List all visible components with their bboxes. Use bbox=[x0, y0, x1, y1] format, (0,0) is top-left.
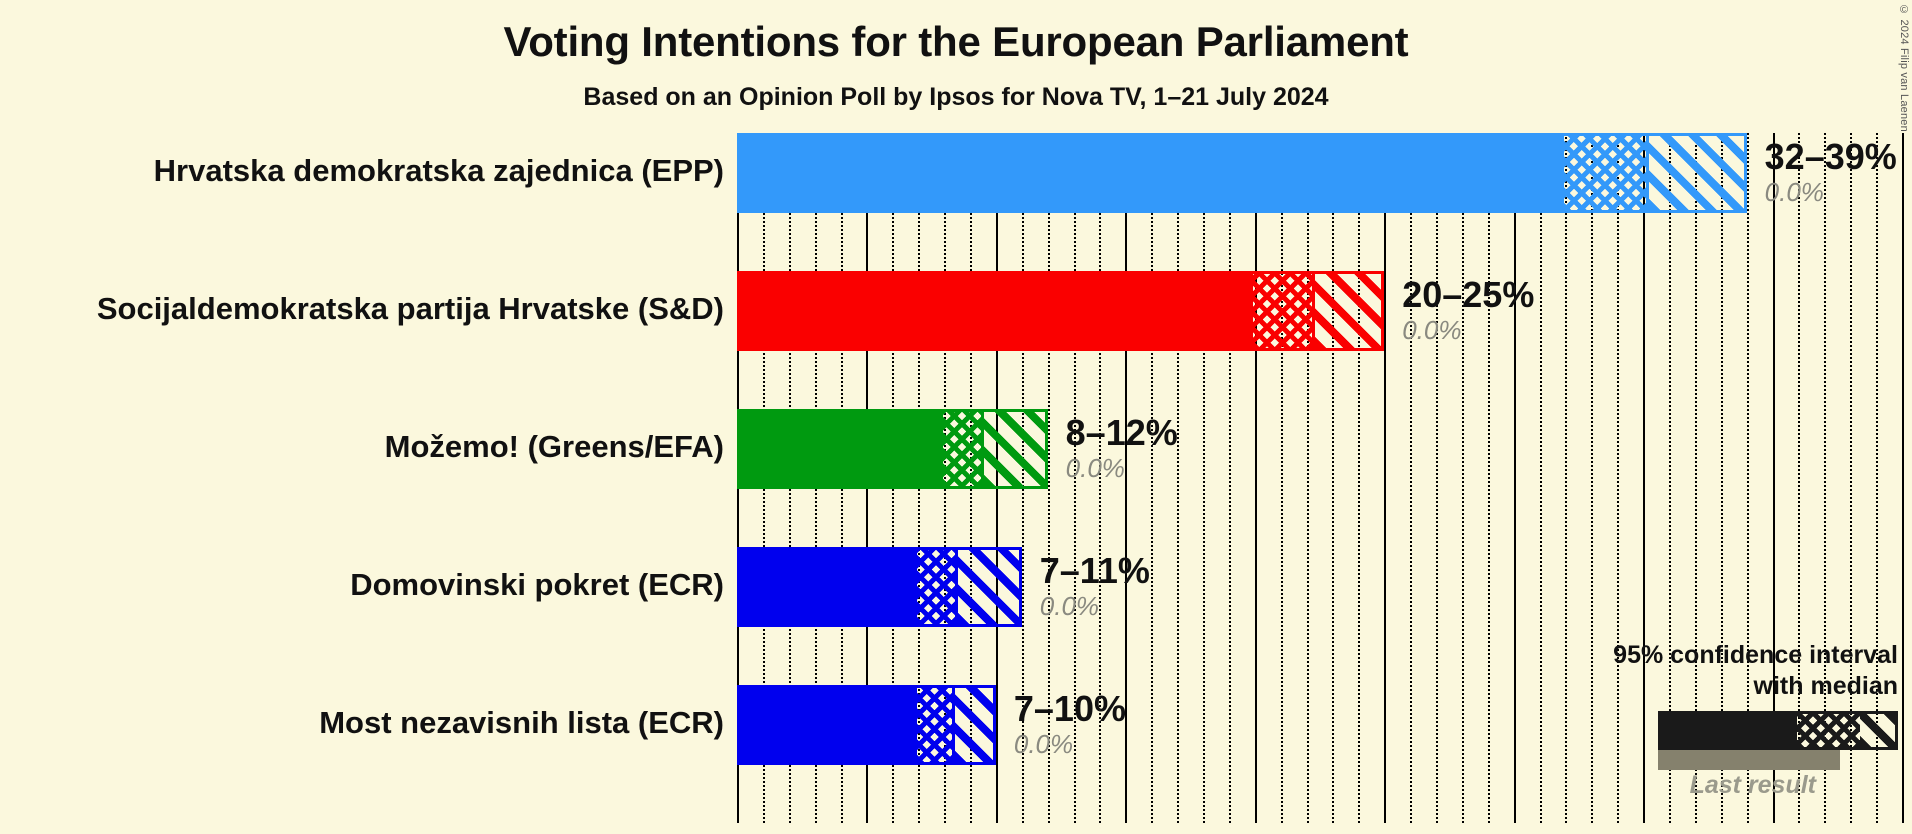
bar-range-label: 7–11% bbox=[1039, 550, 1150, 591]
bar-segment-upper-bound bbox=[1645, 136, 1744, 210]
gridline-minor bbox=[1746, 133, 1749, 823]
legend-last-result-label: Last result bbox=[1689, 771, 1816, 799]
gridline-minor bbox=[1876, 133, 1879, 823]
confidence-interval-bar[interactable] bbox=[737, 133, 1747, 213]
gridline-major bbox=[1513, 133, 1516, 823]
bar-range-label: 7–10% bbox=[1013, 688, 1126, 729]
gridline-minor bbox=[1591, 133, 1594, 823]
bar-range-label: 32–39% bbox=[1764, 136, 1897, 177]
bar-segment-median bbox=[1252, 274, 1312, 348]
bar-segment-median bbox=[1563, 136, 1646, 210]
category-label: Most nezavisnih lista (ECR) bbox=[319, 705, 724, 740]
bar-range-label: 20–25% bbox=[1402, 274, 1535, 315]
bar-row: 32–39% 0.0% bbox=[737, 133, 1902, 213]
gridline-minor bbox=[1436, 133, 1438, 823]
bar-segment-median bbox=[917, 550, 956, 624]
gridline-minor bbox=[1410, 133, 1413, 823]
bar-last-result-label: 0.0% bbox=[1402, 315, 1462, 345]
gridline-minor bbox=[1073, 133, 1076, 823]
confidence-interval-bar[interactable] bbox=[737, 547, 1022, 627]
chart-legend: 95% confidence interval with median Last… bbox=[1568, 640, 1898, 800]
gridline-minor bbox=[1047, 133, 1050, 823]
gridline-major bbox=[1643, 133, 1646, 823]
bar-segment-lower-bound bbox=[740, 550, 918, 624]
gridline-minor bbox=[1280, 133, 1283, 823]
bar-last-result-label: 0.0% bbox=[1764, 177, 1824, 207]
legend-swatch-interval bbox=[1661, 714, 1797, 747]
bar-row: 7–11% 0.0% bbox=[737, 547, 1902, 627]
gridline-minor bbox=[1824, 133, 1827, 823]
category-label: Možemo! (Greens/EFA) bbox=[384, 429, 724, 464]
bar-last-result-label: 0.0% bbox=[1013, 729, 1074, 759]
gridline-major bbox=[1125, 133, 1128, 823]
gridline-minor bbox=[1177, 133, 1180, 823]
bar-value-labels: 32–39% 0.0% bbox=[1764, 136, 1897, 208]
gridline-minor bbox=[1461, 133, 1464, 823]
bar-segment-upper-bound bbox=[955, 550, 1019, 624]
page-subtitle: Based on an Opinion Poll by Ipsos for No… bbox=[583, 83, 1329, 111]
legend-swatch-median bbox=[1796, 714, 1860, 747]
gridline-minor bbox=[1306, 133, 1309, 823]
gridline-minor bbox=[1850, 133, 1853, 823]
gridline-minor bbox=[1203, 133, 1205, 823]
bar-segment-median bbox=[916, 688, 953, 762]
bar-value-labels: 20–25% 0.0% bbox=[1402, 274, 1535, 346]
plot-area: 32–39% 0.0% 20–25% 0.0% 8–12% 0.0% 7–11% 0.0% 7–… bbox=[737, 133, 1904, 823]
bar-value-labels: 7–11% 0.0% bbox=[1039, 550, 1150, 622]
bar-segment-upper-bound bbox=[1311, 274, 1382, 348]
gridline-minor bbox=[1099, 133, 1102, 823]
bar-segment-upper-bound bbox=[952, 688, 993, 762]
gridline-minor bbox=[1669, 133, 1671, 823]
bar-last-result-label: 0.0% bbox=[1039, 591, 1100, 621]
bar-last-result-label: 0.0% bbox=[1065, 453, 1125, 483]
gridline-major bbox=[1902, 133, 1904, 823]
gridline-major bbox=[1772, 133, 1775, 823]
legend-swatch bbox=[1658, 711, 1898, 750]
page-title: Voting Intentions for the European Parli… bbox=[503, 18, 1409, 65]
bar-segment-median bbox=[943, 412, 982, 486]
bar-segment-lower-bound bbox=[740, 412, 944, 486]
confidence-interval-bar[interactable] bbox=[737, 409, 1048, 489]
bar-value-labels: 7–10% 0.0% bbox=[1013, 688, 1126, 760]
legend-title-line1: 95% confidence interval bbox=[1613, 641, 1898, 669]
category-label: Hrvatska demokratska zajednica (EPP) bbox=[153, 153, 724, 188]
gridline-minor bbox=[1798, 133, 1801, 823]
gridline-minor bbox=[1332, 133, 1335, 823]
gridline-minor bbox=[1617, 133, 1620, 823]
gridline-major bbox=[1254, 133, 1257, 823]
bar-row: 7–10% 0.0% bbox=[737, 685, 1902, 765]
gridline-minor bbox=[1565, 133, 1568, 823]
bar-row: 8–12% 0.0% bbox=[737, 409, 1902, 489]
gridline-minor bbox=[1720, 133, 1723, 823]
bar-segment-upper-bound bbox=[981, 412, 1045, 486]
bar-value-labels: 8–12% 0.0% bbox=[1065, 412, 1178, 484]
legend-swatch-upper bbox=[1859, 714, 1895, 747]
legend-title-line2: with median bbox=[1753, 672, 1898, 700]
bar-segment-lower-bound bbox=[740, 136, 1564, 210]
gridline-minor bbox=[1228, 133, 1231, 823]
bar-segment-lower-bound bbox=[740, 688, 917, 762]
bar-range-label: 8–12% bbox=[1065, 412, 1178, 453]
gridline-minor bbox=[1151, 133, 1154, 823]
confidence-interval-bar[interactable] bbox=[737, 271, 1385, 351]
bar-row: 20–25% 0.0% bbox=[737, 271, 1902, 351]
copyright-notice: © 2024 Filip van Laenen bbox=[1898, 4, 1910, 132]
gridline-minor bbox=[1358, 133, 1361, 823]
gridline-major bbox=[1384, 133, 1387, 823]
legend-last-result-swatch bbox=[1658, 750, 1840, 770]
gridline-minor bbox=[1694, 133, 1697, 823]
gridline-minor bbox=[1487, 133, 1490, 823]
confidence-interval-bar[interactable] bbox=[737, 685, 996, 765]
bar-segment-lower-bound bbox=[740, 274, 1253, 348]
category-label: Domovinski pokret (ECR) bbox=[350, 567, 724, 602]
category-label: Socijaldemokratska partija Hrvatske (S&D… bbox=[96, 291, 724, 326]
gridline-minor bbox=[1539, 133, 1542, 823]
